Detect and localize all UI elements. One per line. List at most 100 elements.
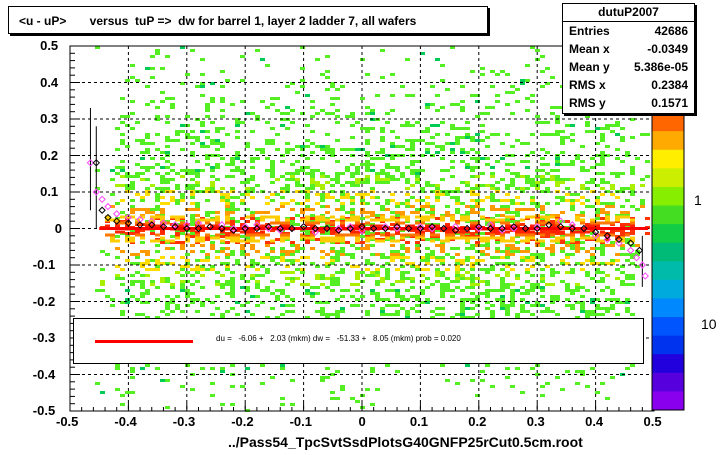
profile-point-black (346, 224, 355, 233)
heatmap-cell (260, 58, 265, 61)
heatmap-cell (290, 271, 295, 274)
heatmap-cell (205, 145, 210, 148)
heatmap-cell (180, 385, 185, 388)
chart-title: <u - uP> versus tuP => dw for barrel 1, … (8, 6, 488, 34)
heatmap-cell (515, 247, 520, 250)
heatmap-cell (385, 154, 390, 157)
heatmap-cell (340, 184, 345, 187)
heatmap-cell (275, 193, 280, 196)
heatmap-cell (330, 274, 335, 277)
heatmap-cell (585, 205, 590, 208)
heatmap-cell (480, 157, 485, 160)
heatmap-cell (460, 85, 465, 88)
heatmap-cell (350, 148, 355, 151)
heatmap-cell (260, 256, 265, 259)
heatmap-cell (430, 85, 435, 88)
heatmap-cell (265, 233, 270, 237)
heatmap-cell (410, 124, 415, 127)
heatmap-cell (625, 238, 630, 241)
heatmap-cell (580, 233, 585, 237)
heatmap-cell (415, 199, 420, 202)
heatmap-cell (205, 109, 210, 112)
heatmap-cell (440, 148, 445, 151)
heatmap-cell (525, 187, 530, 190)
heatmap-cell (225, 211, 230, 214)
heatmap-cell (520, 175, 525, 178)
heatmap-cell (395, 304, 400, 307)
heatmap-cell (405, 256, 410, 259)
heatmap-cell (230, 286, 235, 289)
heatmap-cell (145, 148, 150, 151)
heatmap-cell (605, 310, 610, 313)
profile-point-magenta (159, 219, 168, 227)
heatmap-cell (590, 224, 595, 228)
heatmap-cell (260, 274, 265, 277)
heatmap-cell (555, 157, 560, 160)
heatmap-cell (590, 218, 595, 222)
heatmap-cell (615, 148, 620, 151)
heatmap-cell (580, 241, 585, 244)
heatmap-cell (120, 97, 125, 100)
heatmap-cell (165, 151, 170, 154)
heatmap-cell (570, 233, 575, 237)
heatmap-cell (490, 106, 495, 109)
heatmap-cell (600, 211, 605, 214)
heatmap-cell (555, 295, 560, 298)
heatmap-cell (210, 394, 215, 397)
heatmap-cell (480, 280, 485, 283)
heatmap-cell (380, 277, 385, 280)
heatmap-cell (340, 202, 345, 205)
heatmap-cell (340, 250, 345, 253)
heatmap-cell (365, 259, 370, 262)
heatmap-cell (155, 163, 160, 166)
heatmap-cell (505, 376, 510, 379)
heatmap-cell (400, 256, 405, 259)
heatmap-cell (555, 196, 560, 199)
heatmap-cell (320, 215, 325, 219)
heatmap-cell (400, 265, 405, 268)
heatmap-cell (455, 127, 460, 130)
heatmap-cell (320, 274, 325, 277)
heatmap-cell (405, 298, 410, 301)
heatmap-cell (225, 79, 230, 82)
heatmap-cell (190, 229, 195, 232)
heatmap-cell (490, 385, 495, 388)
heatmap-cell (180, 256, 185, 259)
heatmap-cell (220, 367, 225, 370)
heatmap-cell (465, 133, 470, 136)
heatmap-cell (565, 241, 570, 244)
heatmap-cell (290, 403, 295, 406)
heatmap-cell (220, 247, 225, 250)
heatmap-cell (305, 157, 310, 160)
heatmap-cell (495, 236, 500, 240)
heatmap-cell (240, 250, 245, 253)
heatmap-cell (235, 151, 240, 154)
profile-point-black (428, 222, 436, 231)
heatmap-cell (210, 236, 215, 240)
heatmap-cell (310, 208, 315, 211)
heatmap-cell (130, 274, 135, 277)
heatmap-cell (290, 250, 295, 253)
heatmap-cell (445, 379, 450, 382)
heatmap-cell (125, 289, 130, 292)
heatmap-cell (585, 199, 590, 202)
heatmap-cell (580, 166, 585, 169)
heatmap-cell (540, 256, 545, 259)
heatmap-cell (220, 127, 225, 130)
heatmap-cell (365, 106, 370, 109)
heatmap-cell (195, 175, 200, 178)
heatmap-cell (140, 233, 145, 237)
heatmap-cell (540, 148, 545, 151)
heatmap-cell (550, 298, 555, 301)
heatmap-cell (385, 202, 390, 205)
heatmap-cell (185, 223, 190, 226)
heatmap-cell (390, 94, 395, 97)
heatmap-cell (235, 208, 240, 211)
heatmap-cell (595, 391, 600, 394)
heatmap-cell (260, 215, 265, 219)
heatmap-cell (510, 91, 515, 94)
heatmap-cell (570, 208, 575, 211)
heatmap-cell (640, 199, 645, 202)
heatmap-cell (115, 166, 120, 169)
heatmap-cell (325, 367, 330, 370)
